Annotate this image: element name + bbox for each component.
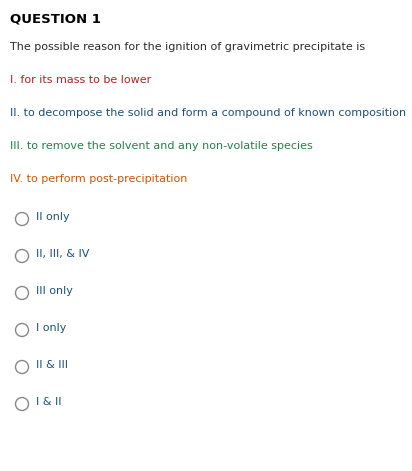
Text: III only: III only xyxy=(37,286,73,296)
Text: II. to decompose the solid and form a compound of known composition: II. to decompose the solid and form a co… xyxy=(10,108,406,118)
Text: I. for its mass to be lower: I. for its mass to be lower xyxy=(10,75,151,85)
Text: II, III, & IV: II, III, & IV xyxy=(37,249,90,259)
Text: I & II: I & II xyxy=(37,397,62,407)
Text: III. to remove the solvent and any non-volatile species: III. to remove the solvent and any non-v… xyxy=(10,141,313,151)
Text: IV. to perform post-precipitation: IV. to perform post-precipitation xyxy=(10,174,187,184)
Text: II only: II only xyxy=(37,212,70,222)
Text: I only: I only xyxy=(37,323,67,333)
Text: II & III: II & III xyxy=(37,360,68,370)
Text: QUESTION 1: QUESTION 1 xyxy=(10,12,101,25)
Text: The possible reason for the ignition of gravimetric precipitate is: The possible reason for the ignition of … xyxy=(10,42,365,52)
